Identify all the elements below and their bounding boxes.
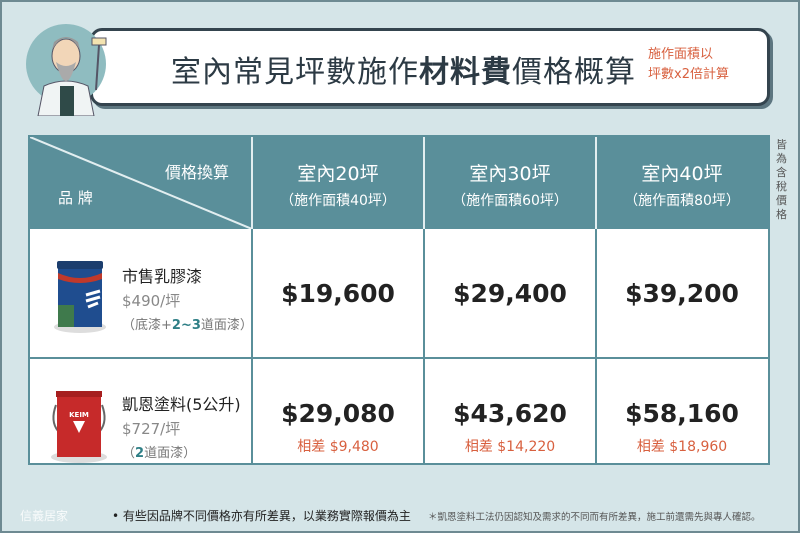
column-header-30: 室內30坪 （施作面積60坪） bbox=[424, 137, 596, 210]
price-table: 價格換算 品 牌 室內20坪 （施作面積40坪） 室內30坪 （施作面積60坪） 室… bbox=[28, 135, 770, 465]
price-cell: $19,600 bbox=[281, 279, 395, 308]
title-part: 室內常見坪數施作 bbox=[171, 55, 419, 90]
table-header: 價格換算 品 牌 室內20坪 （施作面積40坪） 室內30坪 （施作面積60坪） 室… bbox=[30, 137, 768, 229]
coat-count: 2 bbox=[135, 446, 145, 461]
column-sub: （施作面積80坪） bbox=[624, 193, 740, 209]
painter-avatar-icon bbox=[26, 24, 107, 116]
row-divider bbox=[30, 357, 768, 359]
price-difference: 相差 $18,960 bbox=[636, 439, 728, 455]
keim-paint-can-icon: KEIM bbox=[51, 391, 107, 463]
page-title: 室內常見坪數施作材料費價格概算 bbox=[171, 47, 636, 91]
coat-count: 2~3 bbox=[171, 318, 201, 333]
coat-info: （底漆+2~3道面漆） bbox=[122, 314, 253, 333]
price-cell: $58,160 相差 $18,960 bbox=[596, 399, 768, 456]
column-sub: （施作面積60坪） bbox=[452, 193, 568, 209]
price-cell: $29,400 bbox=[453, 279, 567, 308]
divider bbox=[251, 137, 253, 229]
brand-name: 凱恩塗料(5公升) bbox=[122, 395, 241, 414]
area-note: 施作面積以坪數x2倍計算 bbox=[648, 45, 729, 85]
coat-text: （底漆+ bbox=[122, 318, 172, 333]
column-sub: （施作面積40坪） bbox=[280, 193, 396, 209]
corner-price-label: 價格換算 bbox=[165, 163, 230, 182]
column-header-20: 室內20坪 （施作面積40坪） bbox=[252, 137, 424, 210]
title-banner: 室內常見坪數施作材料費價格概算 施作面積以坪數x2倍計算 bbox=[90, 28, 770, 106]
brand-keim: 凱恩塗料(5公升) $727/坪 （2道面漆） bbox=[122, 391, 241, 461]
corner-brand-label: 品 牌 bbox=[58, 189, 93, 207]
coat-text: 道面漆） bbox=[200, 318, 253, 333]
price-difference: 相差 $14,220 bbox=[464, 439, 556, 455]
unit-price: $727/坪 bbox=[122, 420, 181, 438]
tax-included-note: 皆為含稅價格 bbox=[776, 138, 787, 221]
corner-diagonal bbox=[30, 137, 252, 229]
footer-note-right: ＊凱恩塗料工法仍因認知及需求的不同而有所差異，施工前還需先與專人確認。 bbox=[428, 512, 761, 523]
title-part: 價格概算 bbox=[512, 55, 636, 90]
footer-note-left: • 有些因品牌不同價格亦有所差異，以業務實際報價為主 bbox=[112, 509, 411, 523]
divider bbox=[595, 229, 597, 465]
note-line: 坪數x2倍計算 bbox=[648, 67, 729, 82]
coat-text: （ bbox=[122, 446, 136, 461]
price: $43,620 bbox=[453, 399, 567, 428]
latex-paint-can-icon bbox=[54, 261, 106, 333]
column-name: 室內20坪 bbox=[297, 163, 379, 185]
price-cell: $43,620 相差 $14,220 bbox=[424, 399, 596, 456]
brand-latex: 市售乳膠漆 $490/坪 （底漆+2~3道面漆） bbox=[122, 263, 253, 333]
price: $58,160 bbox=[625, 399, 739, 428]
title-bold: 材料費 bbox=[419, 55, 512, 90]
column-name: 室內30坪 bbox=[469, 163, 551, 185]
price-difference: 相差 $9,480 bbox=[297, 439, 379, 455]
coat-text: 道面漆） bbox=[144, 446, 197, 461]
divider bbox=[423, 229, 425, 465]
price-cell: $39,200 bbox=[625, 279, 739, 308]
divider bbox=[595, 137, 597, 229]
note-line: 施作面積以 bbox=[648, 47, 714, 62]
svg-text:KEIM: KEIM bbox=[69, 411, 89, 419]
price-cell: $29,080 相差 $9,480 bbox=[252, 399, 424, 456]
brand-name: 市售乳膠漆 bbox=[122, 267, 203, 286]
price: $29,080 bbox=[281, 399, 395, 428]
column-header-40: 室內40坪 （施作面積80坪） bbox=[596, 137, 768, 210]
coat-info: （2道面漆） bbox=[122, 442, 241, 461]
column-name: 室內40坪 bbox=[641, 163, 723, 185]
divider bbox=[251, 229, 253, 465]
watermark-logo: 信義居家 bbox=[20, 509, 69, 523]
unit-price: $490/坪 bbox=[122, 292, 181, 310]
divider bbox=[423, 137, 425, 229]
